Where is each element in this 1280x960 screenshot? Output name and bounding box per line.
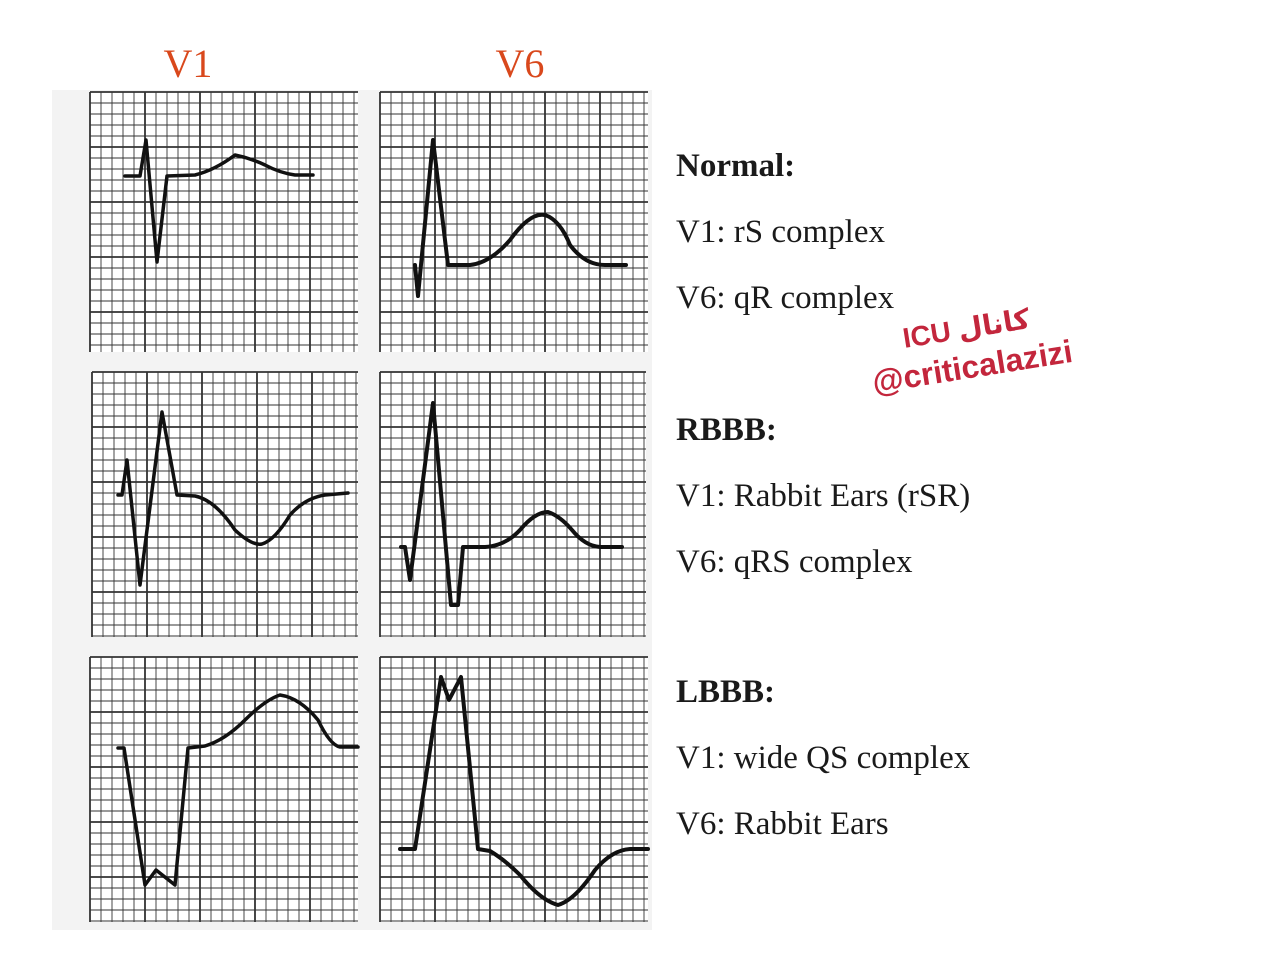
- lbbb-v6-trace: [398, 675, 650, 907]
- rbbb-v1-text: V1: Rabbit Ears (rSR): [676, 478, 971, 514]
- normal-v1-text: V1: rS complex: [676, 214, 885, 250]
- normal-v1-trace: [123, 138, 315, 264]
- lbbb-v6-grid: [379, 656, 648, 922]
- rbbb-title: RBBB:: [676, 412, 777, 448]
- lbbb-v1-grid: [89, 656, 358, 922]
- lbbb-title: LBBB:: [676, 674, 776, 710]
- normal-title: Normal:: [676, 148, 796, 184]
- normal-v6-trace: [413, 138, 628, 298]
- rbbb-v1-trace: [116, 410, 350, 587]
- rbbb-v6-trace: [399, 401, 624, 607]
- lbbb-v6-text: V6: Rabbit Ears: [676, 806, 889, 842]
- normal-description: Normal: V1: rS complex V6: qR complex: [676, 150, 894, 315]
- rbbb-v6-grid: [379, 371, 646, 637]
- rbbb-v6-text: V6: qRS complex: [676, 544, 913, 580]
- lbbb-description: LBBB: V1: wide QS complex V6: Rabbit Ear…: [676, 676, 970, 841]
- lead-v6-header: V6: [495, 41, 545, 86]
- normal-v6-grid: [379, 91, 648, 352]
- rbbb-description: RBBB: V1: Rabbit Ears (rSR) V6: qRS comp…: [676, 414, 970, 579]
- lbbb-v1-trace: [116, 693, 360, 887]
- lbbb-v1-text: V1: wide QS complex: [676, 740, 971, 776]
- lead-v1-header: V1: [163, 41, 213, 86]
- normal-v6-text: V6: qR complex: [676, 280, 895, 316]
- normal-v1-grid: [89, 91, 358, 352]
